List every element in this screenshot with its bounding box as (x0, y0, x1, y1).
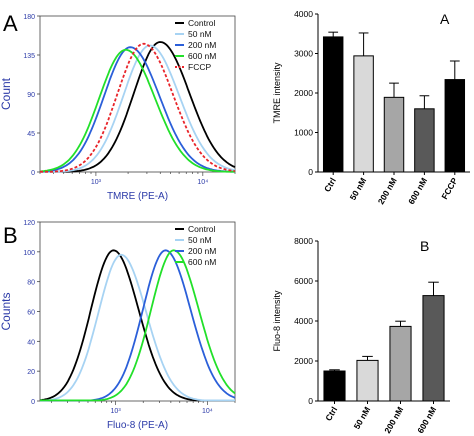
A-bar-y-tick-label: 3000 (294, 49, 313, 59)
B-bar-bar-ctrl (323, 370, 346, 402)
B-hist-y-tick-label: 60 (27, 310, 35, 317)
B-bar-bar-600-nm (422, 295, 445, 402)
A-hist-y-tick-label: 135 (23, 53, 35, 60)
A-bar-y-tick-label: 0 (308, 167, 313, 177)
panel-letter-a: A (3, 11, 18, 36)
A-bar-bar-ctrl (322, 36, 344, 173)
B-hist-legend-label: 600 nM (188, 257, 216, 267)
A-hist-series-fccp-line (40, 42, 236, 173)
B-hist-y-tick-label: 20 (27, 369, 35, 376)
B-hist-y-tick-label: 100 (23, 250, 35, 257)
A-hist-y-tick-label: 90 (27, 92, 35, 99)
A-hist-y-tick-label: 45 (27, 131, 35, 138)
B-hist-x-axis-label: Fluo-8 (PE-A) (107, 420, 168, 431)
A-hist-legend-label: Control (188, 18, 216, 28)
A-hist-x-tick-label: 10⁴ (197, 179, 208, 186)
panel-letter-b: B (3, 223, 18, 248)
A-hist-legend-label: FCCP (188, 62, 211, 72)
A-hist-y-tick-label: 0 (31, 170, 35, 177)
A-bar-x-tick-label: 50 nM (348, 176, 369, 202)
B-bar-y-tick-label: 8000 (294, 236, 313, 246)
A-bar-x-tick-label: 600 nM (406, 176, 429, 206)
B-hist-legend-label: Control (188, 224, 216, 234)
A-hist-legend-label: 200 nM (188, 40, 216, 50)
A-bar-x-tick-label: Ctrl (322, 176, 338, 194)
B-hist-y-tick-label: 120 (23, 220, 35, 227)
A-bar-y-axis-label: TMRE intensity (272, 62, 282, 124)
A-bar-y-tick-label: 1000 (294, 128, 313, 138)
A-hist-series-control-line (40, 41, 236, 173)
A-bar-panel-title: A (440, 11, 450, 27)
B-bar-x-tick-label: 200 nM (382, 405, 405, 435)
B-bar-y-tick-label: 6000 (294, 276, 313, 286)
A-hist-y-axis-label: Count (0, 77, 13, 110)
A-bar-x-tick-label: FCCP (439, 176, 459, 201)
B-bar-x-tick-label: Ctrl (323, 405, 339, 423)
B-bar-y-axis-label: Fluo-8 intensity (272, 290, 282, 352)
A-bar-bar-200-nm (383, 96, 405, 173)
B-hist-series-600-nm-line (40, 249, 236, 402)
B-bar-y-tick-label: 2000 (294, 356, 313, 366)
B-bar-x-tick-label: 600 nM (415, 405, 438, 435)
B-hist-x-tick-label: 10⁴ (202, 408, 213, 415)
B-hist-y-axis-label: Counts (0, 292, 13, 330)
A-bar-y-tick-label: 2000 (294, 88, 313, 98)
B-hist-y-tick-label: 0 (31, 399, 35, 406)
B-hist-series-control-line (39, 249, 235, 402)
A-bar-bar-50-nm (353, 55, 374, 173)
B-hist-y-tick-label: 40 (27, 339, 35, 346)
B-hist-x-tick-label: 10³ (111, 408, 122, 415)
A-hist-legend-label: 600 nM (188, 51, 216, 61)
A-bar-bar-fccp (444, 79, 466, 173)
B-bar-x-tick-label: 50 nM (352, 405, 373, 431)
B-hist-legend-label: 50 nM (188, 235, 212, 245)
A-hist-legend-label: 50 nM (188, 29, 212, 39)
A-hist-x-axis-label: TMRE (PE-A) (107, 191, 168, 202)
A-hist-x-tick-label: 10³ (91, 179, 102, 186)
A-hist-series-600-nm-line (39, 48, 235, 173)
B-bar-y-tick-label: 4000 (294, 316, 313, 326)
B-hist-legend-label: 200 nM (188, 246, 216, 256)
A-hist-series-200-nm-line (40, 46, 235, 173)
B-hist-series-50-nm-line (40, 253, 235, 402)
A-bar-x-tick-label: 200 nM (376, 176, 399, 206)
B-bar-y-tick-label: 0 (308, 396, 313, 406)
B-bar-panel-title: B (420, 238, 429, 254)
B-bar-bar-50-nm (356, 359, 379, 402)
B-hist-y-tick-label: 80 (27, 280, 35, 287)
A-bar-y-tick-label: 4000 (294, 9, 313, 19)
A-bar-bar-600-nm (414, 108, 435, 173)
A-hist-y-tick-label: 180 (23, 14, 35, 21)
B-bar-bar-200-nm (389, 325, 412, 402)
